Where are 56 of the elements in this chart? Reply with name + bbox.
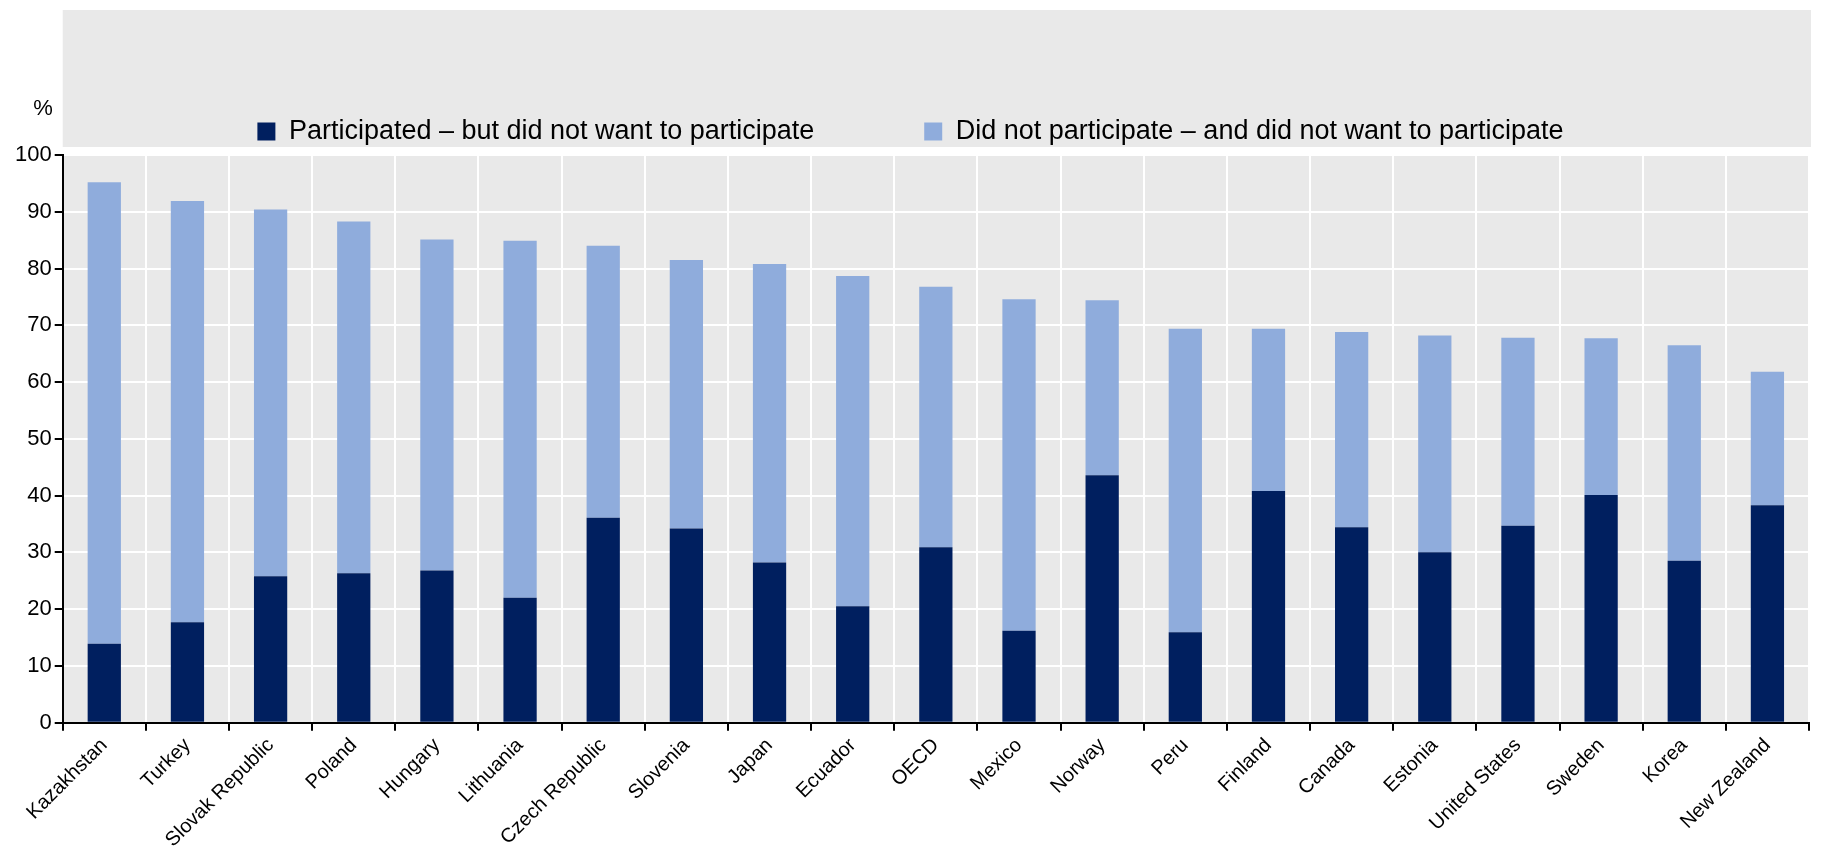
- legend-label: Participated – but did not want to participate: [288, 114, 815, 145]
- bar: [1501, 337, 1535, 526]
- bar: [1335, 527, 1369, 722]
- bar: [1085, 475, 1119, 722]
- bar: [1251, 491, 1286, 722]
- bar: [503, 597, 537, 722]
- bar: [1418, 335, 1452, 553]
- bar: [669, 528, 704, 722]
- bar: [87, 182, 121, 644]
- bar: [1085, 300, 1119, 476]
- bar: [1667, 345, 1701, 561]
- y-axis-title: %: [33, 95, 53, 121]
- bar: [919, 547, 953, 722]
- bar: [503, 240, 537, 598]
- bar: [420, 239, 454, 571]
- y-tick-label: 90: [27, 197, 52, 223]
- bar: [919, 286, 953, 548]
- bar: [836, 606, 870, 722]
- bar: [253, 576, 288, 722]
- bar: [1002, 630, 1036, 722]
- bar: [1667, 560, 1701, 722]
- y-tick-label: 0: [39, 708, 52, 734]
- bar: [337, 573, 371, 722]
- bar: [836, 275, 870, 607]
- y-tick-label: 30: [27, 538, 52, 564]
- bar: [170, 622, 205, 722]
- bar: [1168, 328, 1202, 633]
- bar: [1750, 371, 1785, 506]
- bar: [752, 263, 787, 563]
- y-tick-label: 100: [14, 141, 52, 167]
- bar: [1418, 552, 1452, 722]
- bar: [87, 643, 121, 722]
- bar: [1750, 505, 1785, 722]
- bar: [337, 221, 371, 574]
- bar: [669, 260, 704, 529]
- bar: [752, 562, 787, 722]
- y-tick-label: 10: [27, 651, 52, 677]
- bar: [420, 570, 454, 722]
- y-tick-label: 20: [27, 595, 52, 621]
- bar: [1584, 338, 1618, 496]
- y-tick-label: 70: [27, 311, 52, 337]
- y-tick-label: 50: [27, 424, 52, 450]
- bar: [1584, 495, 1618, 722]
- y-tick-label: 40: [27, 481, 52, 507]
- bar: [1251, 328, 1286, 492]
- bar: [586, 245, 620, 518]
- bar: [170, 200, 205, 623]
- bar: [1501, 525, 1535, 722]
- bar: [1002, 299, 1036, 631]
- bar: [1335, 332, 1369, 528]
- bar: [253, 209, 288, 577]
- bar: [1168, 632, 1202, 722]
- bar: [586, 517, 620, 722]
- y-tick-label: 60: [27, 368, 52, 394]
- y-tick-label: 80: [27, 254, 52, 280]
- legend-label: Did not participate – and did not want to participate: [955, 114, 1564, 145]
